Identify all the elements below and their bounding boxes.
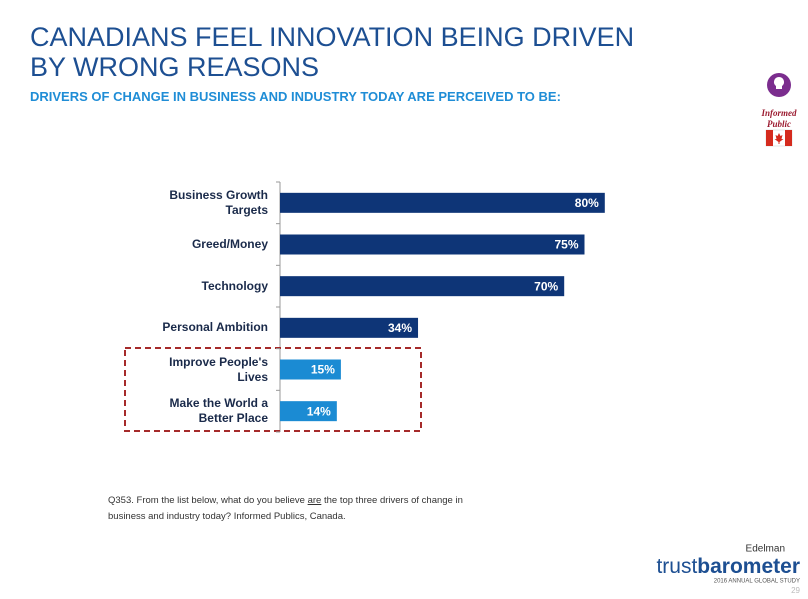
flag-band bbox=[766, 130, 773, 146]
maple-leaf bbox=[774, 133, 784, 144]
badge: Informed Public bbox=[756, 108, 802, 130]
logo-name-bold: barometer bbox=[697, 555, 800, 578]
title: CANADIANS FEEL INNOVATION BEING DRIVEN B… bbox=[30, 22, 635, 82]
badge-line: Public bbox=[767, 119, 791, 129]
subtitle: DRIVERS OF CHANGE IN BUSINESS AND INDUST… bbox=[30, 89, 561, 104]
footnote-emphasis: are bbox=[307, 495, 322, 506]
bar bbox=[280, 276, 565, 297]
category-label: Improve People's Lives bbox=[169, 354, 268, 384]
value-label: 70% bbox=[534, 279, 558, 293]
footnote-text: Q353. From the list below, what do you b… bbox=[108, 495, 308, 506]
badge-line: Informed bbox=[761, 108, 797, 118]
value-label: 34% bbox=[388, 321, 412, 335]
category-label: Business Growth Targets bbox=[169, 187, 268, 217]
bar bbox=[280, 359, 341, 380]
value-label: 75% bbox=[554, 238, 578, 252]
bar bbox=[280, 317, 419, 338]
value-label: 15% bbox=[311, 363, 335, 377]
value-label: 80% bbox=[575, 196, 599, 210]
logo-name-light: trust bbox=[656, 555, 697, 578]
category-label: Greed/Money bbox=[191, 237, 268, 251]
category-label: Personal Ambition bbox=[162, 320, 268, 335]
bar bbox=[280, 234, 585, 255]
value-label: 14% bbox=[307, 404, 331, 418]
page-number: 29 bbox=[791, 586, 800, 595]
footnote: Q353. From the list below, what do you b… bbox=[108, 493, 498, 525]
bar bbox=[280, 401, 337, 422]
bar bbox=[280, 192, 605, 213]
flag-band bbox=[785, 130, 792, 146]
logo-brand: Edelman bbox=[746, 544, 785, 555]
category-label: Technology bbox=[201, 278, 268, 293]
bulb-shape bbox=[774, 77, 784, 89]
logo-name: trustbarometer bbox=[656, 555, 800, 578]
footnote-text: the top three drivers of change in busin… bbox=[108, 495, 463, 522]
logo-tagline: 2016 ANNUAL GLOBAL STUDY bbox=[714, 579, 800, 585]
category-label: Make the World a Better Place bbox=[169, 396, 268, 426]
